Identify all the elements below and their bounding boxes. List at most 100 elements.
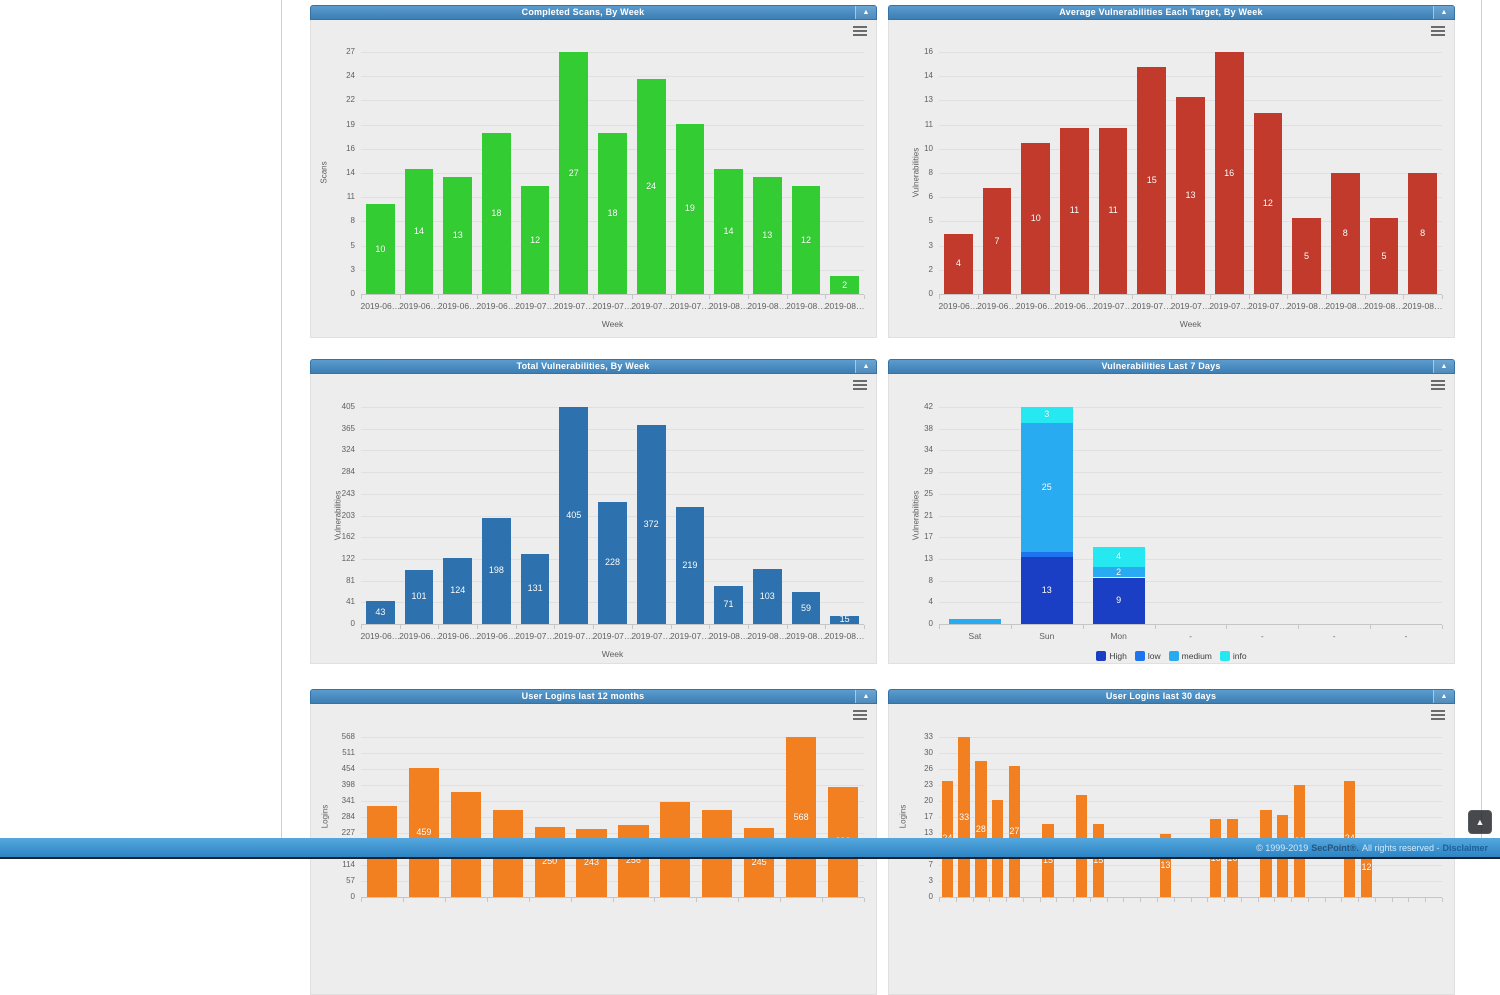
collapse-button[interactable]: ▲	[855, 690, 876, 703]
panel-title: User Logins last 12 months	[521, 691, 645, 701]
chart-vulnerabilities-7-days: 0 4 8 13 17 21 25 29 34 38 42 13 25 3 9 2 4 Sat Sun Mon - - - -…	[888, 374, 1455, 664]
x-axis-category-label: 2019-07…	[631, 631, 672, 641]
x-axis-tick	[612, 898, 614, 902]
bar-value-label: 245	[751, 856, 767, 867]
collapse-button[interactable]: ▲	[855, 6, 876, 19]
x-axis-tick	[554, 295, 556, 299]
bar	[1098, 127, 1128, 294]
x-axis-tick	[515, 295, 517, 299]
scroll-to-top-button[interactable]: ▲	[1468, 810, 1492, 834]
y-axis-tick-label: 27	[346, 47, 355, 56]
x-axis-tick	[972, 898, 974, 902]
y-axis-tick-label: 19	[346, 119, 355, 129]
collapse-button[interactable]: ▲	[855, 360, 876, 373]
bar-value-label: 14	[414, 225, 425, 236]
x-axis-category-label: 2019-07…	[1131, 301, 1172, 311]
bar-value-label: 28	[975, 823, 986, 834]
chart-menu-icon[interactable]	[853, 710, 867, 722]
legend-item-low[interactable]: low	[1134, 651, 1161, 661]
y-axis-tick-label: 26	[924, 764, 933, 773]
x-axis-tick	[696, 898, 698, 902]
chart-menu-icon[interactable]	[853, 380, 867, 392]
collapse-button[interactable]: ▲	[1433, 360, 1454, 373]
y-axis-tick-label: 0	[928, 619, 933, 628]
collapse-button[interactable]: ▲	[1433, 690, 1454, 703]
x-axis-category-label: 2019-07…	[1093, 301, 1133, 311]
bar	[675, 123, 705, 294]
panel-header[interactable]: Vulnerabilities Last 7 Days ▲	[888, 359, 1455, 374]
collapse-button[interactable]: ▲	[1433, 6, 1454, 19]
x-axis-tick	[593, 295, 595, 299]
panel-header[interactable]: Completed Scans, By Week ▲	[310, 5, 877, 20]
panel-header[interactable]: User Logins last 30 days ▲	[888, 689, 1455, 704]
bar-value-label: 4	[1116, 551, 1122, 562]
x-axis-tick	[477, 625, 479, 629]
x-axis-tick	[477, 295, 479, 299]
x-axis-tick	[825, 625, 827, 629]
chart-menu-icon[interactable]	[1431, 380, 1445, 392]
bar-value-label: 15	[839, 614, 850, 625]
x-axis-tick	[528, 898, 530, 902]
gridline	[361, 76, 864, 78]
x-axis-tick	[1341, 898, 1343, 902]
x-axis-tick	[438, 625, 440, 629]
x-axis-title: Week	[601, 649, 624, 659]
gridline	[361, 817, 864, 818]
x-axis-tick	[825, 295, 827, 299]
bar	[975, 761, 987, 897]
y-axis-tick-label: 16	[346, 143, 355, 153]
y-axis-tick-label: 42	[924, 402, 933, 411]
y-axis-tick-label: 14	[346, 168, 355, 177]
legend-swatch	[1134, 651, 1145, 661]
x-axis-tick	[864, 625, 865, 629]
chart-legend: High low medium info	[889, 651, 1454, 661]
panel-total-vulnerabilities: Total Vulnerabilities, By Week ▲ 0 41 81 12…	[310, 359, 877, 664]
y-axis-tick-label: 8	[928, 168, 933, 177]
y-axis-tick-label: 284	[341, 812, 355, 821]
bar-value-label: 8	[1420, 228, 1426, 238]
chart-menu-icon[interactable]	[1431, 710, 1445, 722]
x-axis-category-label: 2019-08…	[1286, 301, 1327, 311]
x-axis-category-label: 2019-07…	[631, 301, 672, 311]
panel-title: Vulnerabilities Last 7 Days	[1101, 361, 1221, 371]
y-axis-title: Vulnerabilities	[911, 490, 921, 540]
x-axis-tick	[1442, 295, 1443, 299]
panel-header[interactable]: Average Vulnerabilities Each Target, By …	[888, 5, 1455, 20]
x-axis-tick	[1022, 898, 1024, 902]
y-axis-tick-label: 13	[924, 828, 933, 837]
bar-value-label: 27	[568, 167, 579, 178]
bar-value-label: 2	[1116, 566, 1122, 577]
gridline	[939, 407, 1442, 408]
disclaimer-link[interactable]: Disclaimer	[1442, 842, 1488, 853]
chart-total-vulnerabilities: 0 41 81 122 162 203 243 284 324 365 405 43 101 124 198…	[310, 374, 877, 664]
bar	[482, 517, 511, 624]
x-axis-category-label: 2019-06…	[437, 631, 478, 641]
chart-menu-icon[interactable]	[1431, 26, 1445, 38]
y-axis-tick-label: 8	[928, 575, 933, 585]
x-axis-category-label: 2019-06…	[1054, 301, 1095, 311]
bar	[482, 132, 511, 294]
chart-menu-icon[interactable]	[853, 26, 867, 38]
panel-average-vulnerabilities: Average Vulnerabilities Each Target, By …	[888, 5, 1455, 338]
x-axis-tick	[1073, 898, 1075, 902]
gridline	[361, 737, 864, 738]
x-axis-tick	[1082, 625, 1084, 629]
gridline	[361, 833, 864, 834]
y-axis-tick-label: 41	[346, 597, 355, 607]
panel-header[interactable]: User Logins last 12 months ▲	[310, 689, 877, 704]
x-axis-tick	[747, 295, 749, 299]
x-axis-tick	[486, 898, 488, 902]
x-axis-tick	[738, 898, 740, 902]
panel-header[interactable]: Total Vulnerabilities, By Week ▲	[310, 359, 877, 374]
y-axis-title: Vulnerabilities	[333, 490, 343, 540]
bar	[958, 737, 970, 897]
x-axis-category-label: 2019-08…	[708, 631, 749, 641]
legend-item-info[interactable]: info	[1219, 651, 1247, 661]
x-axis-category-label: 2019-06…	[437, 301, 478, 311]
legend-item-medium[interactable]: medium	[1168, 651, 1212, 661]
x-axis-tick	[1374, 898, 1376, 902]
y-axis-tick-label: 3	[928, 240, 933, 250]
gridline	[361, 472, 864, 474]
legend-item-High[interactable]: High	[1096, 651, 1127, 661]
x-axis-category-label: 2019-08…	[824, 631, 865, 641]
